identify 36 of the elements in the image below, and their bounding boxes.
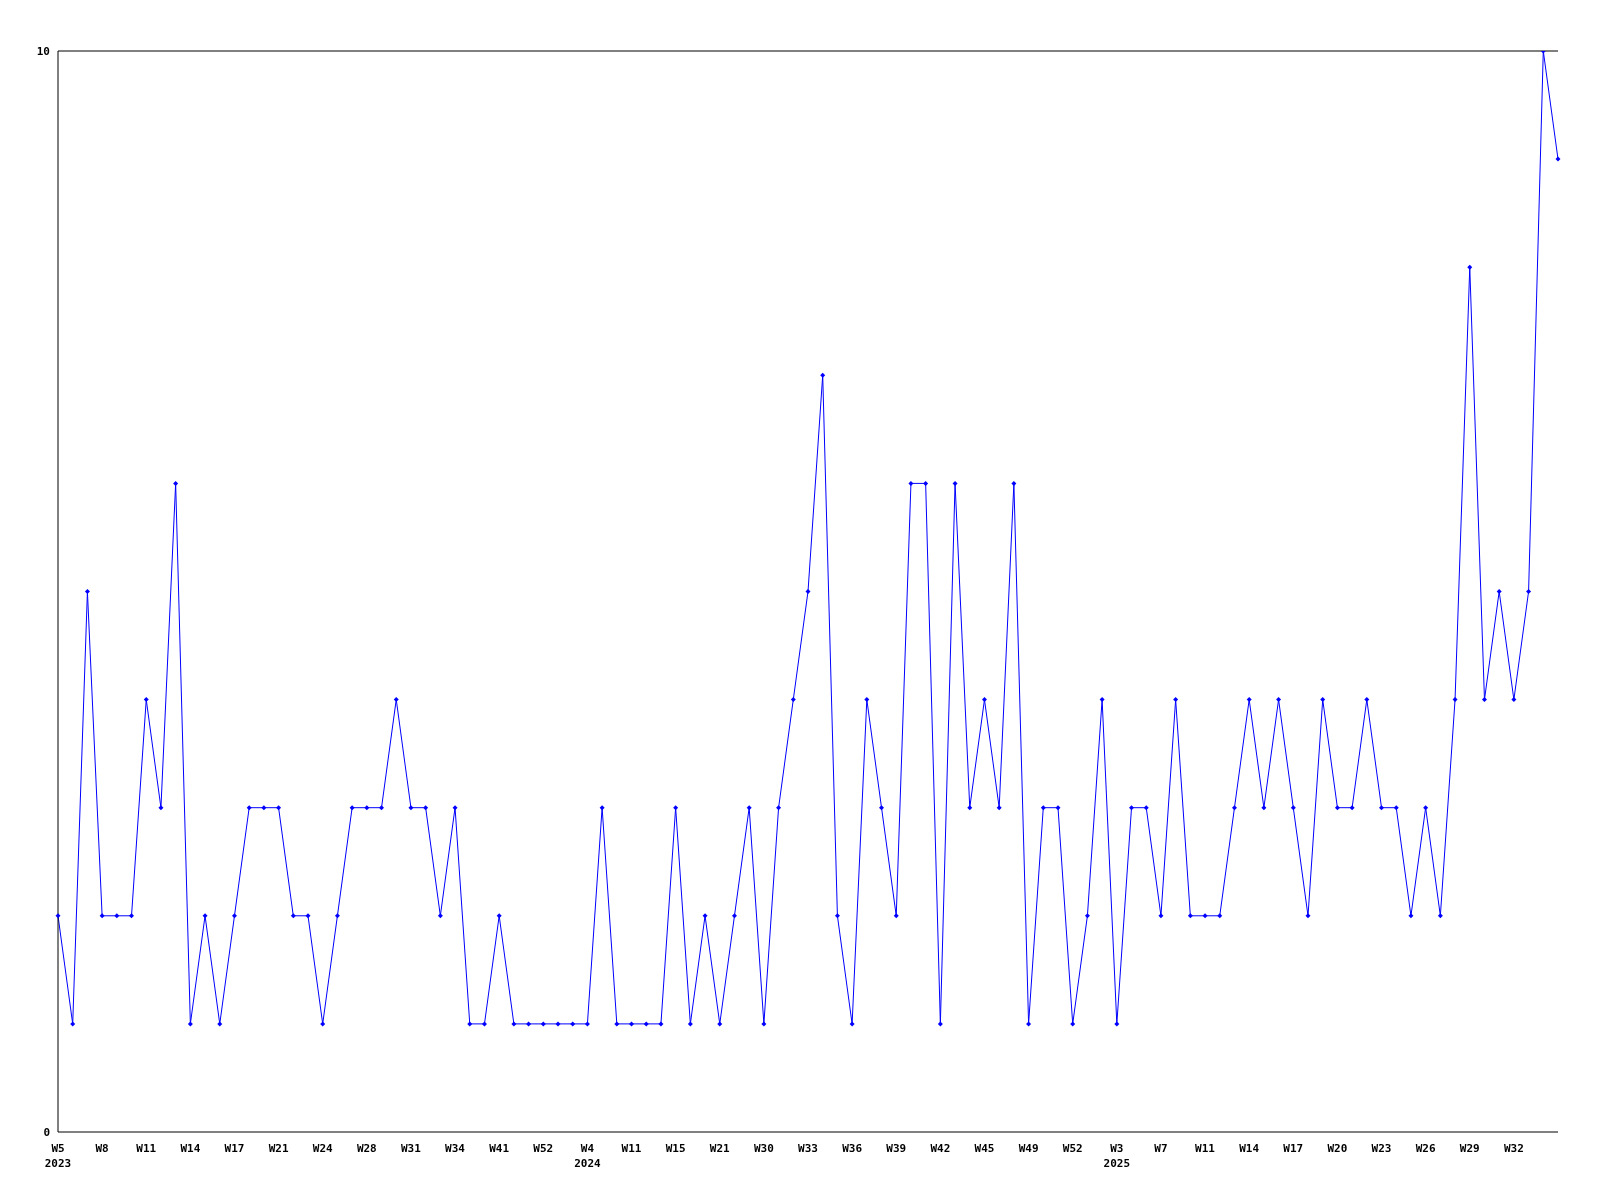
x-tick-label: W52 <box>1062 1142 1083 1155</box>
x-tick-label: W45 <box>974 1142 995 1155</box>
x-tick-label: W8 <box>95 1142 109 1155</box>
x-tick-label: W28 <box>356 1142 377 1155</box>
x-tick-label: W32 <box>1503 1142 1524 1155</box>
x-tick-label: W39 <box>886 1142 907 1155</box>
x-tick-label: W42 <box>930 1142 951 1155</box>
x-tick-label: W17 <box>1283 1142 1304 1155</box>
x-tick-label: W31 <box>401 1142 422 1155</box>
y-tick-label: 0 <box>43 1125 50 1139</box>
x-tick-label: W21 <box>268 1142 289 1155</box>
x-tick-label: W52 <box>533 1142 554 1155</box>
x-tick-label: W5 2023 <box>44 1142 72 1170</box>
x-tick-label: W41 <box>489 1142 510 1155</box>
x-tick-label: W36 <box>842 1142 863 1155</box>
x-tick-label: W17 <box>224 1142 245 1155</box>
x-tick-label: W33 <box>798 1142 818 1155</box>
y-tick-label: 10 <box>36 44 50 58</box>
x-tick-label: W11 <box>136 1142 157 1155</box>
x-tick-label: W14 <box>1239 1142 1260 1155</box>
x-tick-label: W11 <box>1195 1142 1216 1155</box>
x-tick-label: W34 <box>445 1142 466 1155</box>
x-tick-label: W15 <box>665 1142 686 1155</box>
x-tick-label: W11 <box>621 1142 642 1155</box>
x-tick-label: W29 <box>1459 1142 1480 1155</box>
x-tick-label: W49 <box>1018 1142 1039 1155</box>
x-tick-label: W14 <box>180 1142 201 1155</box>
x-tick-label: W26 <box>1415 1142 1436 1155</box>
x-tick-label: W4 2024 <box>574 1142 602 1170</box>
x-tick-label: W30 <box>753 1142 774 1155</box>
x-tick-label: W24 <box>312 1142 334 1155</box>
x-tick-label: W23 <box>1371 1142 1392 1155</box>
x-tick-label: W3 2025 <box>1103 1142 1131 1170</box>
x-tick-label: W21 <box>709 1142 731 1155</box>
x-tick-label: W7 <box>1154 1142 1168 1155</box>
x-tick-label: W20 <box>1327 1142 1348 1155</box>
